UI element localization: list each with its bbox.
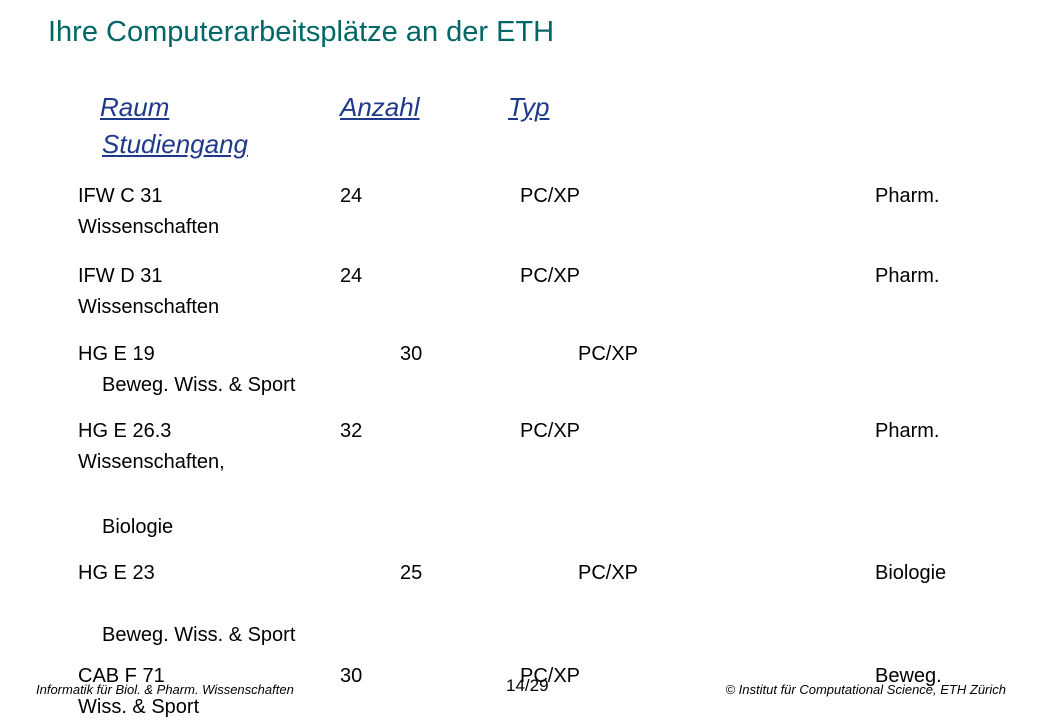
row4-studiengang-c: Biologie bbox=[102, 516, 174, 538]
row6-studiengang-a: Beweg. bbox=[875, 665, 942, 687]
row6-studiengang-b: Wiss. & Sport bbox=[78, 696, 200, 718]
row3-anzahl: 30 bbox=[400, 343, 423, 365]
row5-typ: PC/XP bbox=[578, 562, 639, 584]
row6-raum: CAB F 71 bbox=[78, 665, 165, 687]
row4-studiengang-a: Pharm. bbox=[875, 420, 940, 442]
row4-raum: HG E 26.3 bbox=[78, 420, 172, 442]
header-studiengang[interactable]: Studiengang bbox=[102, 129, 249, 159]
slide-title: Ihre Computerarbeitsplätze an der ETH bbox=[48, 16, 555, 48]
row1-typ: PC/XP bbox=[520, 185, 581, 207]
row4-typ: PC/XP bbox=[520, 420, 581, 442]
row5-studiengang-b: Beweg. Wiss. & Sport bbox=[102, 624, 296, 646]
row2-raum: IFW D 31 bbox=[78, 265, 163, 287]
row3-typ: PC/XP bbox=[578, 343, 639, 365]
row6-typ: PC/XP bbox=[520, 665, 581, 687]
header-raum[interactable]: Raum bbox=[100, 92, 170, 122]
page-number: 14/29 bbox=[506, 676, 549, 695]
row3-raum: HG E 19 bbox=[78, 343, 155, 365]
row3-studiengang-a: Beweg. Wiss. & Sport bbox=[102, 374, 296, 396]
row4-anzahl: 32 bbox=[340, 420, 363, 442]
row1-studiengang-b: Wissenschaften bbox=[78, 216, 220, 238]
row5-studiengang-a: Biologie bbox=[875, 562, 947, 584]
row2-studiengang-b: Wissenschaften bbox=[78, 296, 220, 318]
header-typ[interactable]: Typ bbox=[508, 92, 550, 122]
row2-studiengang-a: Pharm. bbox=[875, 265, 940, 287]
row5-raum: HG E 23 bbox=[78, 562, 155, 584]
footer-course: Informatik für Biol. & Pharm. Wissenscha… bbox=[36, 682, 294, 697]
header-anzahl[interactable]: Anzahl bbox=[340, 92, 420, 122]
row1-studiengang-a: Pharm. bbox=[875, 185, 940, 207]
row1-raum: IFW C 31 bbox=[78, 185, 163, 207]
row2-anzahl: 24 bbox=[340, 265, 363, 287]
row6-anzahl: 30 bbox=[340, 665, 363, 687]
row5-anzahl: 25 bbox=[400, 562, 423, 584]
footer-copyright: © Institut für Computational Science, ET… bbox=[725, 682, 1006, 697]
row2-typ: PC/XP bbox=[520, 265, 581, 287]
row4-studiengang-b: Wissenschaften, bbox=[78, 451, 225, 473]
row1-anzahl: 24 bbox=[340, 185, 363, 207]
